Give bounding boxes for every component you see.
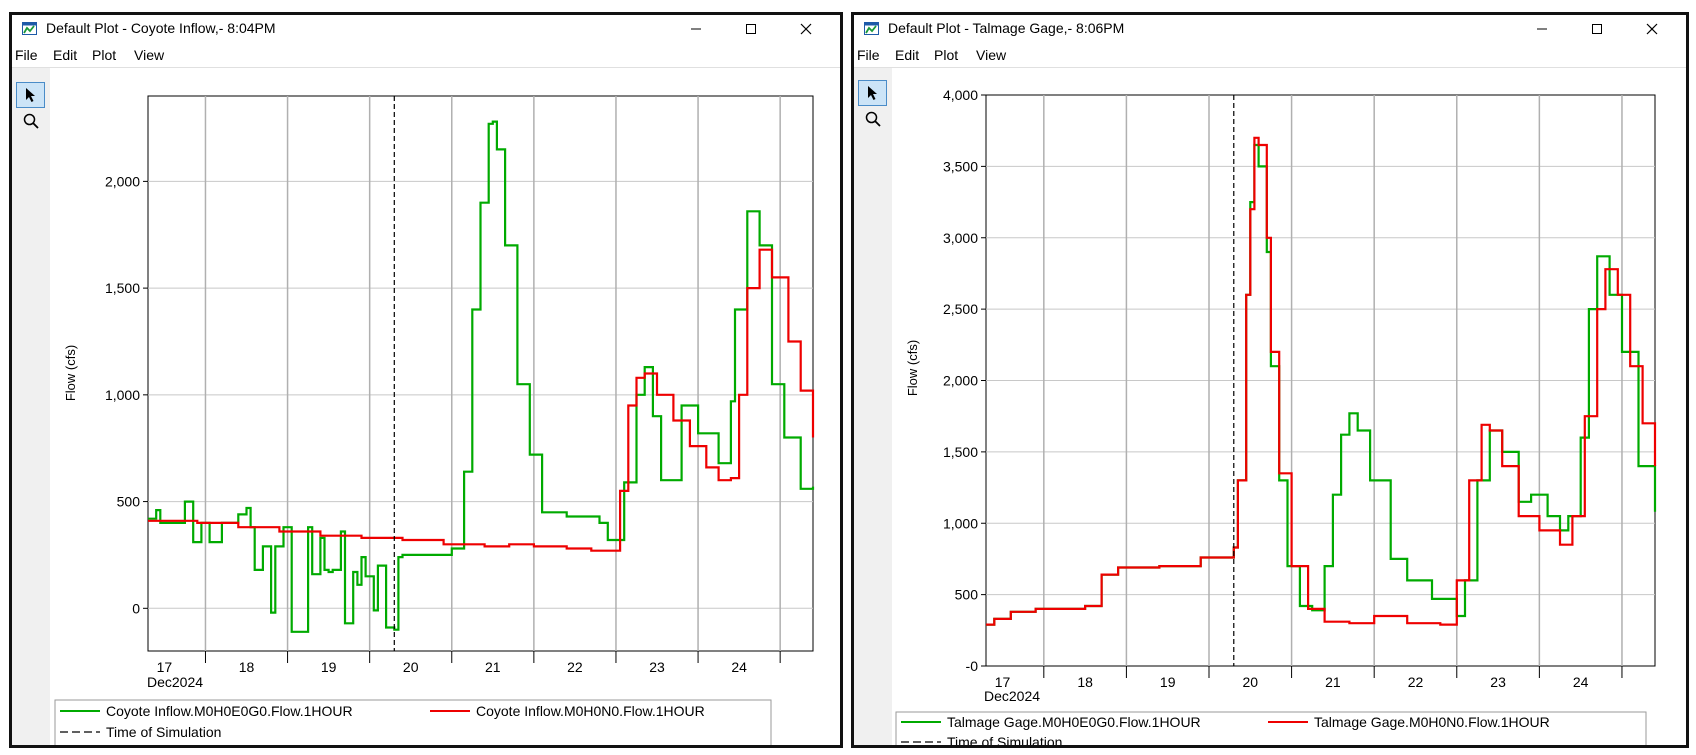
y-tick-label: 4,000 <box>943 87 978 103</box>
x-tick-label: 20 <box>1243 674 1259 690</box>
legend-label: Talmage Gage.M0H0E0G0.Flow.1HOUR <box>947 714 1201 730</box>
y-tick-label: 0 <box>132 600 140 616</box>
maximize-button[interactable] <box>1575 15 1619 43</box>
x-tick-label: 17 <box>995 674 1011 690</box>
y-tick-label: -0 <box>966 658 979 674</box>
menu-edit[interactable]: Edit <box>895 47 920 63</box>
app-icon <box>22 22 37 35</box>
date-label: Dec2024 <box>984 688 1040 704</box>
title-bar[interactable]: Default Plot - Coyote Inflow,- 8:04PM <box>12 15 840 43</box>
plot-window-coyote: Default Plot - Coyote Inflow,- 8:04PM Fi… <box>9 12 843 748</box>
maximize-icon <box>746 24 756 34</box>
zoom-tool-button[interactable] <box>858 106 887 132</box>
pointer-icon <box>867 86 877 100</box>
legend-label: Time of Simulation <box>947 734 1062 748</box>
close-button[interactable] <box>1630 15 1674 43</box>
y-tick-label: 500 <box>955 587 979 603</box>
x-tick-label: 19 <box>1160 674 1176 690</box>
maximize-button[interactable] <box>729 15 773 43</box>
legend-label: Talmage Gage.M0H0N0.Flow.1HOUR <box>1314 714 1550 730</box>
menu-edit[interactable]: Edit <box>53 47 78 63</box>
x-tick-label: 24 <box>1573 674 1589 690</box>
x-tick-label: 23 <box>1490 674 1506 690</box>
plot-area: 0 500 1,000 1,500 2,000 17 18 19 20 21 22 23 24 Flo… <box>50 68 840 745</box>
close-button[interactable] <box>784 15 828 43</box>
y-tick-label: 1,000 <box>105 387 140 403</box>
app-icon <box>864 22 879 35</box>
legend-label: Time of Simulation <box>106 724 221 740</box>
window-title: Default Plot - Talmage Gage,- 8:06PM <box>888 20 1125 36</box>
x-tick-label: 21 <box>1325 674 1341 690</box>
plot-frame <box>147 95 814 652</box>
flow-chart: -0 500 1,000 1,500 2,000 2,500 3,000 3,500 4,000… <box>895 87 1657 748</box>
x-tick-label: 21 <box>485 659 501 675</box>
x-tick-label: 17 <box>157 659 173 675</box>
tool-palette <box>14 68 50 745</box>
y-axis-label: Flow (cfs) <box>63 345 78 401</box>
close-icon <box>1646 23 1658 35</box>
x-tick-label: 24 <box>731 659 747 675</box>
legend: Talmage Gage.M0H0E0G0.Flow.1HOUR Talmage… <box>895 711 1647 748</box>
y-tick-label: 1,000 <box>943 515 978 531</box>
x-tick-label: 23 <box>649 659 665 675</box>
y-tick-label: 1,500 <box>943 444 978 460</box>
x-tick-label: 20 <box>403 659 419 675</box>
minimize-icon <box>1537 28 1547 30</box>
flow-chart: 0 500 1,000 1,500 2,000 17 18 19 20 21 22 23 24 Flo… <box>54 95 815 745</box>
close-icon <box>800 23 812 35</box>
menu-bar: File Edit Plot View <box>12 43 840 68</box>
menu-file[interactable]: File <box>857 47 880 63</box>
zoom-icon <box>23 113 39 129</box>
menu-plot[interactable]: Plot <box>934 47 959 63</box>
y-tick-label: 2,000 <box>943 373 978 389</box>
pointer-icon <box>25 88 35 102</box>
title-bar[interactable]: Default Plot - Talmage Gage,- 8:06PM <box>854 15 1686 43</box>
series-simulated-line <box>986 136 1657 626</box>
pointer-tool-button[interactable] <box>16 82 45 108</box>
date-label: Dec2024 <box>147 674 203 690</box>
y-tick-label: 2,000 <box>105 173 140 189</box>
minimize-icon <box>691 28 701 30</box>
menu-view[interactable]: View <box>976 47 1007 63</box>
plot-area: -0 500 1,000 1,500 2,000 2,500 3,000 3,500 4,000… <box>892 68 1686 745</box>
y-tick-label: 3,500 <box>943 158 978 174</box>
x-tick-label: 18 <box>239 659 255 675</box>
pointer-tool-button[interactable] <box>858 80 887 106</box>
minimize-button[interactable] <box>674 15 718 43</box>
legend-label: Coyote Inflow.M0H0E0G0.Flow.1HOUR <box>106 703 353 719</box>
y-tick-label: 1,500 <box>105 280 140 296</box>
x-tick-label: 22 <box>1408 674 1424 690</box>
minimize-button[interactable] <box>1520 15 1564 43</box>
legend: Coyote Inflow.M0H0E0G0.Flow.1HOUR Coyote… <box>54 699 772 745</box>
x-tick-label: 18 <box>1077 674 1093 690</box>
tool-palette <box>856 68 892 745</box>
plot-window-talmage: Default Plot - Talmage Gage,- 8:06PM Fil… <box>851 12 1689 748</box>
window-title: Default Plot - Coyote Inflow,- 8:04PM <box>46 20 276 36</box>
menu-file[interactable]: File <box>15 47 38 63</box>
y-tick-label: 500 <box>117 494 141 510</box>
zoom-icon <box>865 111 881 127</box>
series-simulated-line <box>148 248 815 552</box>
zoom-tool-button[interactable] <box>16 108 45 134</box>
menu-plot[interactable]: Plot <box>92 47 117 63</box>
menu-bar: File Edit Plot View <box>854 43 1686 68</box>
y-tick-label: 3,000 <box>943 230 978 246</box>
y-axis-label: Flow (cfs) <box>905 340 920 396</box>
x-tick-label: 19 <box>321 659 337 675</box>
menu-view[interactable]: View <box>134 47 165 63</box>
x-tick-label: 22 <box>567 659 583 675</box>
y-tick-label: 2,500 <box>943 301 978 317</box>
legend-label: Coyote Inflow.M0H0N0.Flow.1HOUR <box>476 703 705 719</box>
maximize-icon <box>1592 24 1602 34</box>
